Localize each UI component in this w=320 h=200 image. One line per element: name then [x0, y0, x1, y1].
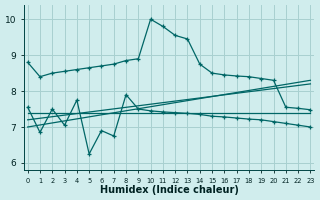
X-axis label: Humidex (Indice chaleur): Humidex (Indice chaleur): [100, 185, 238, 195]
